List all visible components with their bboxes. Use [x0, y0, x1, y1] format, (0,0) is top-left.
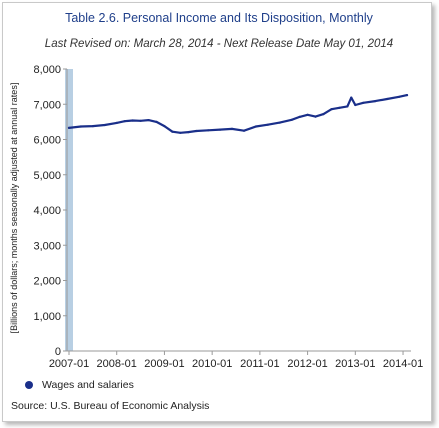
data-point — [230, 127, 234, 130]
data-point — [306, 113, 309, 116]
legend[interactable]: Wages and salaries — [25, 379, 134, 391]
data-point — [242, 129, 246, 132]
highlight-band — [65, 69, 73, 351]
data-point — [386, 97, 389, 101]
y-tick-label: 8,000 — [33, 64, 61, 76]
data-point — [139, 119, 142, 122]
highlight-band-layer — [65, 69, 73, 351]
data-point — [350, 96, 353, 99]
data-point — [278, 121, 281, 124]
data-point — [187, 131, 190, 134]
data-point — [346, 105, 349, 108]
series-layer — [67, 93, 409, 134]
data-point — [219, 128, 222, 131]
axes-layer: 0 1,000 2,000 3,000 4,000 5,000 6,000 7,000 8,00… — [33, 64, 423, 370]
y-tick-label: 0 — [55, 346, 61, 358]
x-tick-label: 2014-01 — [383, 358, 423, 370]
y-axis-label: [Billions of dollars; months seasonally … — [9, 83, 19, 334]
x-tick-label: 2012-01 — [287, 358, 327, 370]
y-tick-label: 2,000 — [33, 276, 61, 288]
legend-label: Wages and salaries — [42, 379, 134, 391]
x-tick-label: 2008-01 — [97, 358, 137, 370]
data-point — [374, 100, 377, 103]
data-point — [207, 129, 210, 132]
data-point — [338, 106, 341, 109]
y-tick-label: 7,000 — [33, 99, 61, 111]
x-tick-label: 2011-01 — [240, 358, 280, 370]
y-tick-label: 3,000 — [33, 240, 61, 252]
data-point — [91, 125, 94, 128]
series-line — [67, 93, 409, 134]
data-point — [103, 123, 106, 127]
data-point — [298, 115, 301, 118]
y-tick-label: 4,000 — [33, 205, 61, 217]
data-point — [195, 129, 198, 133]
data-point — [179, 131, 182, 134]
data-point — [330, 108, 333, 111]
x-tick-label: 2010-01 — [192, 358, 232, 370]
data-point — [254, 125, 257, 128]
data-point — [115, 121, 118, 124]
data-point — [79, 125, 82, 128]
data-point — [67, 126, 71, 129]
source-note: Source: U.S. Bureau of Economic Analysis — [11, 400, 210, 412]
data-point — [155, 120, 158, 123]
chart-frame: Table 2.6. Personal Income and Its Dispo… — [2, 2, 432, 422]
data-point — [314, 115, 317, 118]
chart-subtitle: Last Revised on: March 28, 2014 - Next R… — [44, 38, 394, 50]
data-point — [362, 101, 365, 104]
data-point — [354, 103, 357, 107]
data-point — [163, 125, 166, 128]
data-point — [147, 119, 150, 122]
x-tick-label: 2013-01 — [335, 358, 375, 370]
data-point — [405, 94, 409, 97]
data-point — [322, 113, 325, 116]
data-point — [398, 95, 401, 98]
data-point — [171, 130, 174, 133]
chart-title: Table 2.6. Personal Income and Its Dispo… — [65, 11, 373, 25]
legend-marker — [25, 381, 33, 389]
line-chart: 0 1,000 2,000 3,000 4,000 5,000 6,000 7,000 8,00… — [9, 64, 423, 370]
data-point — [266, 123, 269, 126]
y-tick-label: 1,000 — [33, 311, 61, 323]
y-tick-label: 6,000 — [33, 135, 61, 147]
x-tick-label: 2009-01 — [144, 358, 184, 370]
y-tick-label: 5,000 — [33, 170, 61, 182]
data-point — [123, 120, 126, 123]
x-tick-label: 2007-01 — [49, 358, 89, 370]
data-point — [290, 118, 293, 121]
data-point — [131, 119, 134, 122]
